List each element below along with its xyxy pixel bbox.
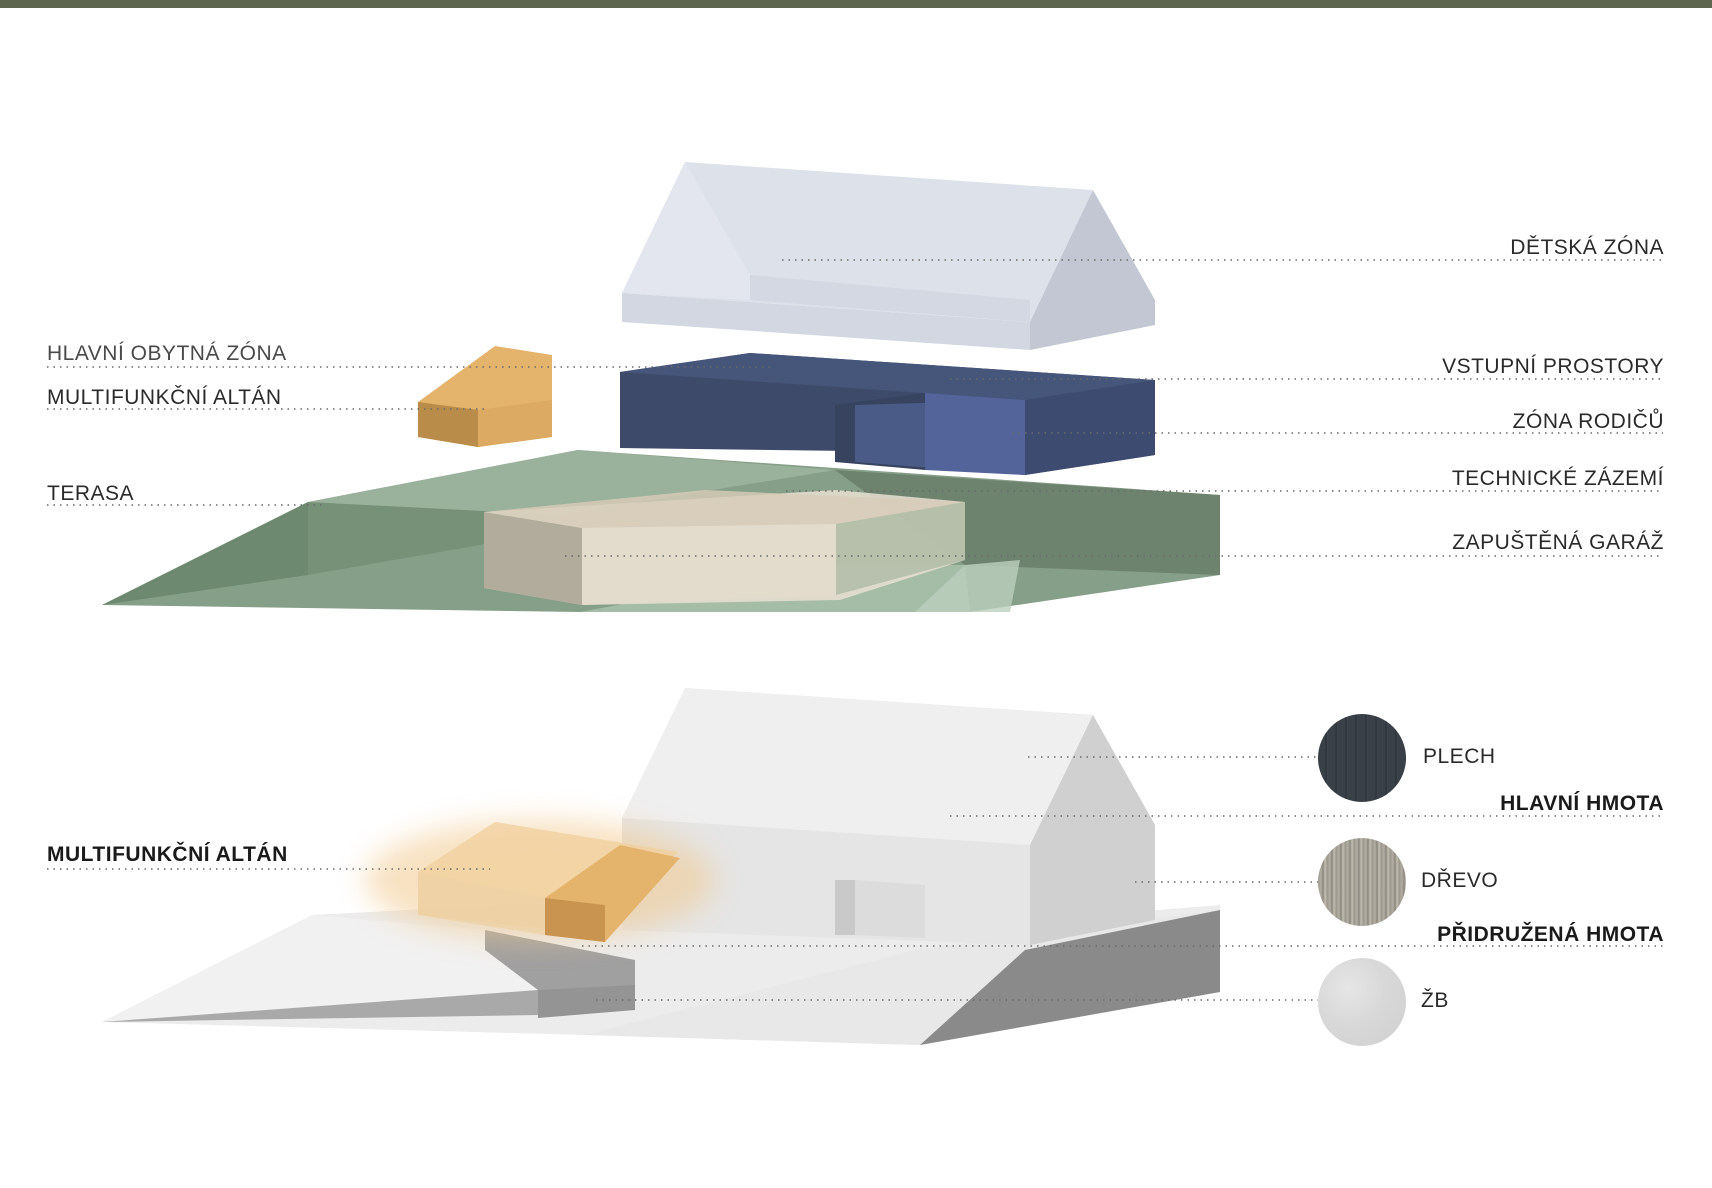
pavilion-volume-bottom [365, 820, 715, 942]
label-terasa: TERASA [47, 482, 135, 505]
label-multifunkcni-altan: MULTIFUNKČNÍ ALTÁN [47, 386, 282, 409]
parents-zone-volume [620, 353, 1155, 475]
label-vstupni-prostory: VSTUPNÍ PROSTORY [1442, 355, 1664, 378]
label-zb: ŽB [1421, 989, 1449, 1012]
label-hlavni-hmota: HLAVNÍ HMOTA [1500, 792, 1664, 815]
label-pridruzena-hmota: PŘIDRUŽENÁ HMOTA [1437, 923, 1664, 946]
garage-volume [484, 490, 965, 605]
label-zapustena-garaz: ZAPUŠTĚNÁ GARÁŽ [1452, 531, 1664, 554]
label-technicke-zazemi: TECHNICKÉ ZÁZEMÍ [1451, 467, 1664, 490]
zb-swatch-icon [1318, 958, 1406, 1046]
drevo-swatch-icon [1318, 838, 1406, 926]
label-zona-rodicu: ZÓNA RODIČŮ [1512, 410, 1664, 433]
label-detska-zona: DĚTSKÁ ZÓNA [1510, 236, 1664, 259]
plech-swatch-icon [1318, 714, 1406, 802]
label-multifunkcni-altan-bottom: MULTIFUNKČNÍ ALTÁN [47, 843, 288, 866]
leader-lines [47, 259, 1663, 1001]
label-hlavni-obytna-zona: HLAVNÍ OBYTNÁ ZÓNA [47, 342, 287, 365]
pavilion-volume-top [418, 346, 552, 447]
top-photo-strip [0, 0, 1712, 8]
label-drevo: DŘEVO [1421, 869, 1499, 892]
main-mass-volume [622, 688, 1155, 945]
terrain-volume-bottom [102, 905, 1220, 1045]
label-plech: PLECH [1423, 745, 1496, 768]
childrens-zone-volume [622, 162, 1155, 350]
